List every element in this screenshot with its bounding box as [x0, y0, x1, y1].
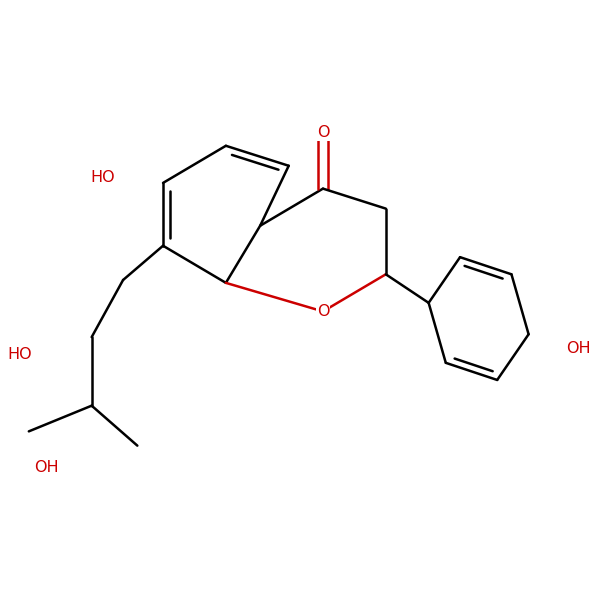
Text: OH: OH [566, 341, 590, 356]
Text: HO: HO [7, 347, 32, 362]
Text: HO: HO [90, 170, 115, 185]
Text: O: O [317, 304, 329, 319]
Text: O: O [317, 125, 329, 140]
Text: OH: OH [34, 460, 58, 475]
